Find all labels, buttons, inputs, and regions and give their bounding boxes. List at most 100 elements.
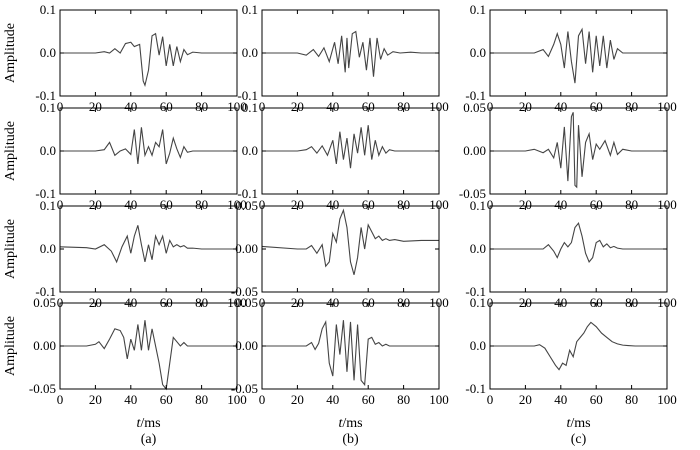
panel-r3c2-frame — [261, 205, 440, 293]
ylabel-row4: Amplitude — [3, 316, 18, 376]
panel-r2c3-ytick-label: 0.00 — [463, 143, 486, 158]
panel-r1c3-xtick-label: 80 — [625, 99, 638, 114]
panel-r3c3-ytick-label: 0.1 — [470, 198, 486, 213]
panel-r2c1-xtick-label: 0 — [57, 197, 64, 212]
panel-r1c2-xtick-label: 100 — [429, 99, 449, 114]
panel-r3c3-ytick-label: 0.0 — [470, 241, 486, 256]
panel-r4c1-xtick-label: 100 — [227, 392, 247, 407]
panel-r4c2-ytick-label: 0.00 — [235, 338, 258, 353]
panel-r2c1-xtick-label: 80 — [195, 197, 208, 212]
panel-r2c2-xtick-label: 20 — [291, 197, 304, 212]
panel-r1c1-ytick-label: 0.0 — [40, 45, 56, 60]
panel-r1c3-xtick-label: 100 — [657, 99, 677, 114]
panel-r2c2-xtick-label: 100 — [429, 197, 449, 212]
panel-r3c2-ytick-label: 0.00 — [235, 241, 258, 256]
panel-r1c1-xtick-label: 40 — [124, 99, 137, 114]
panel-r4c3-xtick-label: 60 — [590, 392, 603, 407]
panel-r2c3-xtick-label: 80 — [625, 197, 638, 212]
panel-r4c1-xtick-label: 60 — [160, 392, 173, 407]
column-label-1: (a) — [141, 432, 157, 447]
panel-r2c3-xtick-label: 40 — [554, 197, 567, 212]
panel-r1c3-xtick-label: 0 — [487, 99, 494, 114]
panel-r2c1-ytick-label: -0.1 — [35, 186, 56, 201]
ylabel-row3: Amplitude — [3, 219, 18, 279]
panel-r4c2-xtick-label: 20 — [291, 392, 304, 407]
panel-r2c1-xtick-label: 100 — [227, 197, 247, 212]
panel-r4c1-xtick-label: 40 — [124, 392, 137, 407]
column-label-3: (c) — [571, 432, 587, 447]
ylabel-row1: Amplitude — [3, 23, 18, 83]
panel-r4c1-xtick-label: 20 — [89, 392, 102, 407]
panel-r1c1-xtick-label: 60 — [160, 99, 173, 114]
panel-r2c2-xtick-label: 40 — [326, 197, 339, 212]
panel-r4c3-ytick-label: -0.1 — [465, 381, 486, 396]
panel-r1c1-xtick-label: 20 — [89, 99, 102, 114]
panel-r3c1-waveform — [59, 225, 237, 264]
panel-r2c3-waveform — [490, 112, 667, 189]
panel-r4c2-xtick-label: 80 — [397, 392, 410, 407]
panel-r4c3-ytick-label: 0.1 — [470, 295, 486, 310]
panel-r2c3-xtick-label: 0 — [487, 197, 494, 212]
panel-r1c2-xtick-label: 60 — [362, 99, 375, 114]
panel-r1c2-xtick-label: 80 — [397, 99, 410, 114]
panel-r2c1-xtick-label: 60 — [160, 197, 173, 212]
panel-r4c3-ytick-label: 0.0 — [470, 338, 486, 353]
panel-r4c3-xtick-label: 40 — [554, 392, 567, 407]
panel-r4c3-xtick-label: 0 — [487, 392, 494, 407]
panel-r1c1-ytick-label: -0.1 — [35, 88, 56, 103]
panel-r2c3-xtick-label: 60 — [590, 197, 603, 212]
panel-r1c2-ytick-label: 0.1 — [242, 2, 258, 17]
panel-r2c1-ytick-label: 0.1 — [40, 100, 56, 115]
ylabel-row2: Amplitude — [3, 121, 18, 181]
panel-r2c2-ytick-label: 0.0 — [242, 143, 258, 158]
panel-r4c1-waveform — [60, 320, 237, 391]
panel-r4c3-xtick-label: 100 — [657, 392, 677, 407]
panel-r2c1-xtick-label: 40 — [124, 197, 137, 212]
panel-r3c1-ytick-label: -0.1 — [35, 284, 56, 299]
panel-r1c2-waveform — [262, 30, 439, 77]
panel-r4c2-xtick-label: 100 — [429, 392, 449, 407]
panel-r2c3-xtick-label: 100 — [657, 197, 677, 212]
panel-r1c3-xtick-label: 40 — [554, 99, 567, 114]
panel-r1c3-xtick-label: 60 — [590, 99, 603, 114]
panel-r2c2-xtick-label: 80 — [397, 197, 410, 212]
panel-r2c2-ytick-label: 0.1 — [242, 100, 258, 115]
panel-r3c2-ytick-label: 0.05 — [235, 198, 258, 213]
panel-r1c3-ytick-label: 0.1 — [470, 2, 486, 17]
panel-r4c3-waveform — [490, 321, 667, 371]
panel-r4c1-xtick-label: 80 — [195, 392, 208, 407]
panel-r3c3-ytick-label: -0.1 — [465, 284, 486, 299]
panel-r1c2-ytick-label: 0.0 — [242, 45, 258, 60]
panel-r1c1-xtick-label: 80 — [195, 99, 208, 114]
panel-r2c3-ytick-label: 0.05 — [463, 100, 486, 115]
panel-r4c1-ytick-label: 0.00 — [33, 338, 56, 353]
panel-r2c2-xtick-label: 60 — [362, 197, 375, 212]
xlabel-col2: t/ms — [338, 416, 362, 431]
panel-r1c1-xtick-label: 0 — [57, 99, 64, 114]
panel-r1c3-ytick-label: -0.1 — [465, 88, 486, 103]
panel-r1c2-ytick-label: -0.1 — [237, 88, 258, 103]
panel-r3c1-ytick-label: 0.1 — [40, 198, 56, 213]
panel-r2c1-xtick-label: 20 — [89, 197, 102, 212]
panel-r4c2-xtick-label: 60 — [362, 392, 375, 407]
xlabel-col3: t/ms — [566, 416, 590, 431]
panel-r4c2-xtick-label: 40 — [326, 392, 339, 407]
panel-r4c3-xtick-label: 20 — [519, 392, 532, 407]
panel-r2c3-xtick-label: 20 — [519, 197, 532, 212]
panel-r2c1-ytick-label: 0.0 — [40, 143, 56, 158]
column-label-2: (b) — [342, 432, 359, 447]
panel-r1c2-xtick-label: 20 — [291, 99, 304, 114]
panel-r2c2-xtick-label: 0 — [259, 197, 266, 212]
panel-r4c2-waveform — [262, 319, 439, 387]
panel-r3c2-waveform — [261, 208, 439, 275]
panel-r4c1-xtick-label: 0 — [57, 392, 64, 407]
panel-r4c2-ytick-label: -0.05 — [231, 381, 258, 396]
panel-r1c1-ytick-label: 0.1 — [40, 2, 56, 17]
panel-r4c2-ytick-label: 0.05 — [235, 295, 258, 310]
xlabel-col1: t/ms — [136, 416, 160, 431]
panel-r2c2-ytick-label: -0.1 — [237, 186, 258, 201]
panel-r3c2-ytick-label: -0.05 — [231, 284, 258, 299]
panel-r4c1-ytick-label: 0.05 — [33, 295, 56, 310]
panel-r2c2-waveform — [262, 125, 439, 169]
